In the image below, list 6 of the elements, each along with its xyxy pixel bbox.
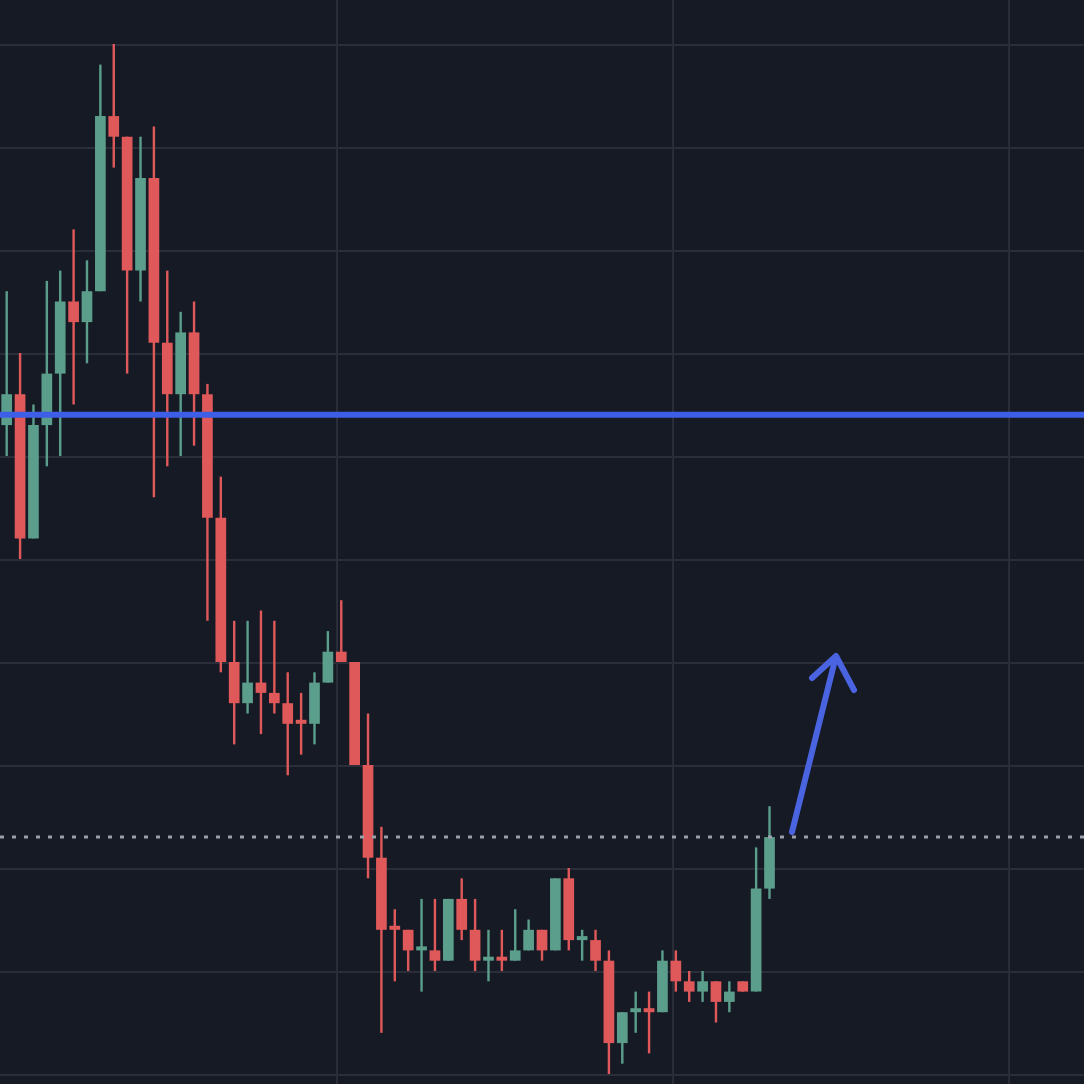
candlestick	[68, 229, 79, 405]
candlestick	[416, 898, 427, 992]
candlestick	[483, 929, 494, 982]
candlestick	[268, 620, 280, 714]
candlestick	[242, 620, 253, 714]
candlestick	[630, 991, 642, 1033]
